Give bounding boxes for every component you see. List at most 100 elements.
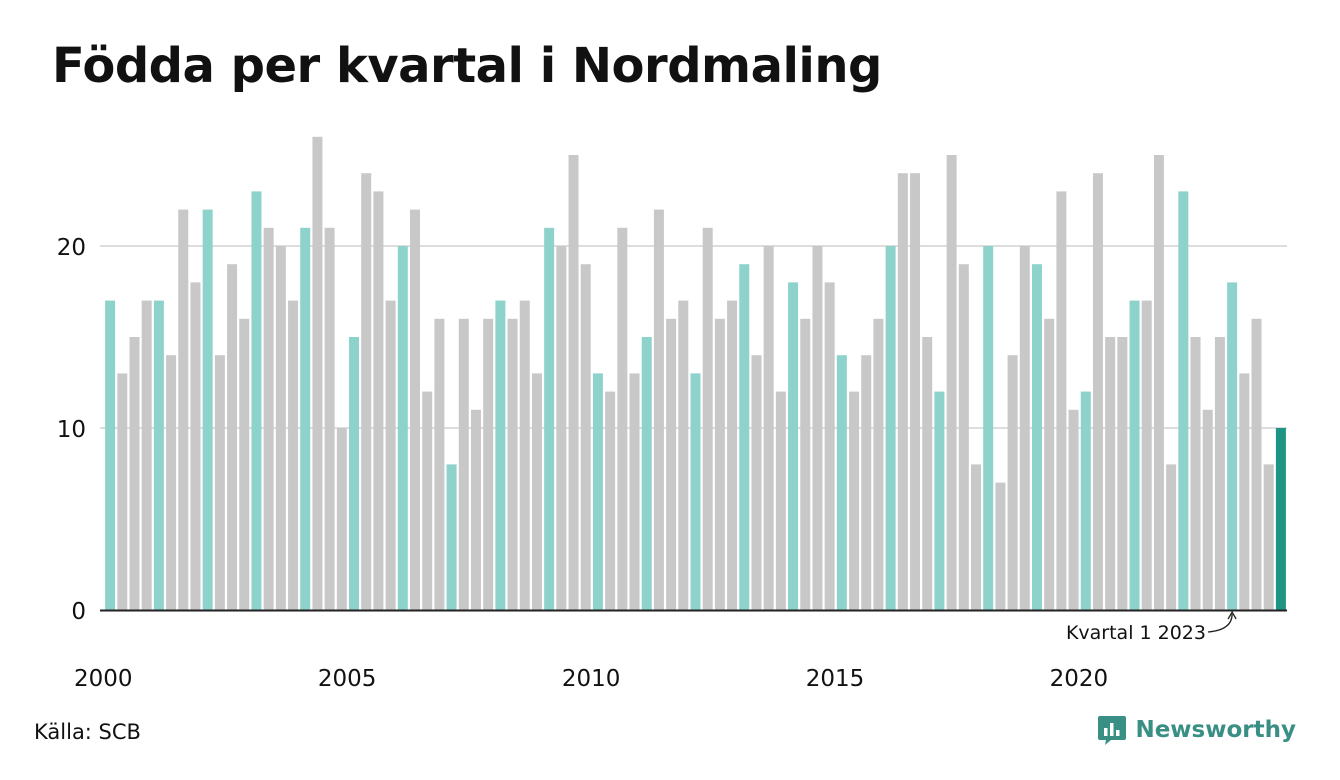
y-tick-label: 0 [71, 599, 86, 625]
bar [641, 337, 652, 610]
y-tick-label: 10 [57, 417, 86, 443]
bar [690, 373, 701, 610]
bar [861, 355, 872, 610]
bar [1092, 173, 1103, 610]
bar [885, 246, 896, 610]
bar [922, 337, 933, 610]
bar [531, 373, 542, 610]
bar [849, 391, 860, 610]
bar [349, 337, 360, 610]
bar [995, 482, 1006, 610]
bar [1141, 300, 1152, 610]
bar [1214, 337, 1225, 610]
bar [812, 246, 823, 610]
bar [873, 318, 884, 610]
bar [409, 209, 420, 610]
bar [1117, 337, 1128, 610]
bar [141, 300, 152, 610]
bar [702, 227, 713, 611]
bars [105, 136, 1286, 611]
bar [1105, 337, 1116, 610]
bar [495, 300, 506, 610]
brand[interactable]: Newsworthy [1097, 714, 1296, 746]
bar [214, 355, 225, 610]
bar [1007, 355, 1018, 610]
bar [1044, 318, 1055, 610]
bar [1275, 428, 1286, 610]
bar [897, 173, 908, 610]
bar [336, 428, 347, 610]
bar [1227, 282, 1238, 610]
bar [1166, 464, 1177, 610]
bar [1056, 191, 1067, 610]
bar [556, 246, 567, 610]
bar [178, 209, 189, 610]
bar [1068, 409, 1079, 610]
x-tick-label: 2005 [318, 666, 377, 692]
bar [470, 409, 481, 610]
bar [300, 227, 311, 611]
bar [580, 264, 591, 610]
bar [666, 318, 677, 610]
bar [714, 318, 725, 610]
bar [129, 337, 140, 610]
bar [727, 300, 738, 610]
bar [153, 300, 164, 610]
bar [1251, 318, 1262, 610]
bar [1178, 191, 1189, 610]
bar [105, 300, 116, 610]
x-tick-label: 2000 [74, 666, 133, 692]
bar [629, 373, 640, 610]
bar [397, 246, 408, 610]
bar [361, 173, 372, 610]
bar [544, 227, 555, 611]
bar [605, 391, 616, 610]
bar [324, 227, 335, 611]
x-tick-label: 2015 [806, 666, 865, 692]
newsworthy-logo-icon [1098, 716, 1127, 745]
bar [836, 355, 847, 610]
bar [519, 300, 530, 610]
bar [653, 209, 664, 610]
bar [263, 227, 274, 611]
bar [763, 246, 774, 610]
bar [239, 318, 250, 610]
bar [983, 246, 994, 610]
source-note: Källa: SCB [34, 720, 141, 744]
bar [788, 282, 799, 610]
bar [678, 300, 689, 610]
bar [592, 373, 603, 610]
bar [458, 318, 469, 610]
bar [971, 464, 981, 610]
bar [373, 191, 384, 610]
bar [434, 318, 445, 610]
y-tick-label: 20 [57, 235, 86, 261]
bar [446, 464, 457, 610]
bar [507, 318, 518, 610]
bar [288, 300, 299, 610]
bar [1019, 246, 1030, 610]
bar [751, 355, 762, 610]
bar [1153, 155, 1164, 610]
x-tick-label: 2020 [1050, 666, 1109, 692]
bar [1190, 337, 1201, 610]
bar [946, 155, 957, 610]
bar [910, 173, 921, 610]
bar [824, 282, 835, 610]
bar [1080, 391, 1091, 610]
bar [800, 318, 811, 610]
annotation-arrowhead [1227, 610, 1237, 620]
bar [1263, 464, 1274, 610]
brand-name: Newsworthy [1135, 717, 1296, 743]
bar [775, 391, 786, 610]
chart-title: Födda per kvartal i Nordmaling [52, 38, 882, 94]
bar [483, 318, 494, 610]
bar [958, 264, 969, 610]
bar [202, 209, 213, 610]
bar [251, 191, 262, 610]
bar [568, 155, 579, 610]
bar [275, 246, 286, 610]
bar [1239, 373, 1250, 610]
bar [166, 355, 177, 610]
